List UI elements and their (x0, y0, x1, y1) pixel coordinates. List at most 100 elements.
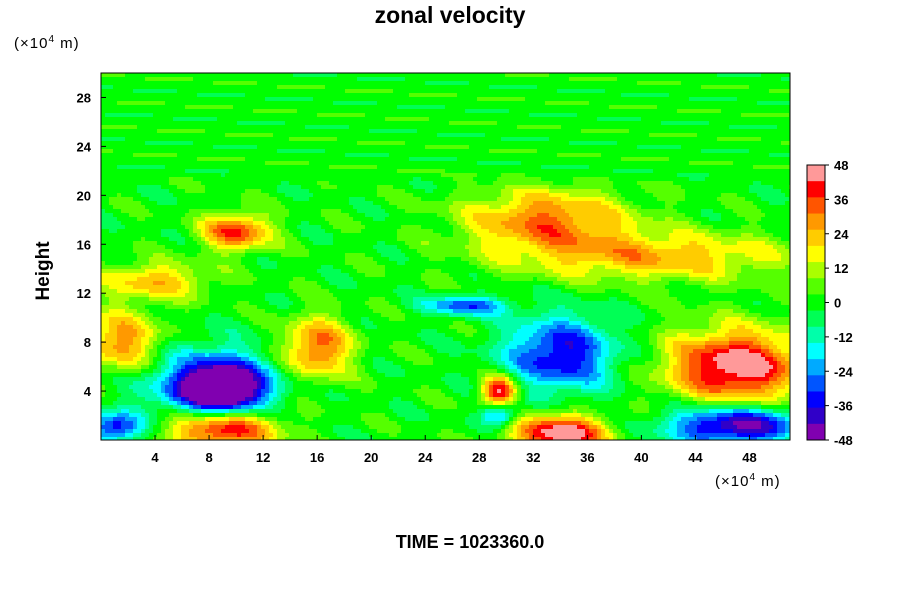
field-cell (513, 177, 518, 182)
field-cell (609, 121, 614, 126)
field-cell (485, 129, 490, 134)
field-cell (521, 101, 526, 106)
field-cell (249, 169, 254, 174)
field-cell (757, 117, 762, 122)
field-cell (113, 141, 118, 146)
field-cell (577, 89, 582, 94)
field-cell (629, 149, 634, 154)
field-cell (169, 113, 174, 118)
field-cell (673, 185, 678, 190)
field-cell (593, 149, 598, 154)
field-cell (449, 113, 454, 118)
field-cell (273, 85, 278, 90)
field-cell (345, 117, 350, 122)
field-cell (185, 153, 190, 158)
field-cell (313, 157, 318, 162)
field-cell (769, 77, 774, 82)
field-cell (597, 85, 602, 90)
field-cell (581, 97, 586, 102)
field-cell (145, 101, 150, 106)
field-cell (329, 165, 334, 170)
field-cell (589, 105, 594, 110)
field-cell (645, 105, 650, 110)
field-cell (193, 77, 198, 82)
field-cell (581, 109, 586, 114)
field-cell (393, 85, 398, 90)
field-cell (401, 161, 406, 166)
field-cell (557, 73, 562, 78)
field-cell (409, 109, 414, 114)
field-cell (185, 97, 190, 102)
field-cell (301, 93, 306, 98)
field-cell (741, 133, 746, 138)
field-cell (729, 145, 734, 150)
field-cell (417, 117, 422, 122)
field-cell (349, 157, 354, 162)
field-cell (253, 77, 258, 82)
field-cell (289, 177, 294, 182)
field-cell (481, 77, 486, 82)
field-cell (125, 77, 130, 82)
field-cell (293, 137, 298, 142)
field-cell (217, 173, 222, 178)
field-cell (501, 157, 506, 162)
field-cell (437, 129, 442, 134)
field-cell (453, 81, 458, 86)
field-cell (241, 161, 246, 166)
field-cell (305, 161, 310, 166)
field-cell (397, 81, 402, 86)
field-cell (369, 101, 374, 106)
field-cell (217, 93, 222, 98)
field-cell (689, 157, 694, 162)
field-cell (245, 97, 250, 102)
field-cell (729, 81, 734, 86)
field-cell (345, 93, 350, 98)
field-cell (569, 105, 574, 110)
field-cell (257, 81, 262, 86)
field-cell (649, 165, 654, 170)
field-cell (329, 121, 334, 126)
field-cell (173, 129, 178, 134)
field-cell (209, 129, 214, 134)
field-cell (185, 137, 190, 142)
field-cell (653, 129, 658, 134)
field-cell (181, 153, 186, 158)
field-cell (473, 173, 478, 178)
field-cell (229, 109, 234, 114)
field-cell (469, 93, 474, 98)
field-cell (169, 101, 174, 106)
field-cell (297, 145, 302, 150)
field-cell (701, 149, 706, 154)
field-cell (145, 113, 150, 118)
field-cell (549, 169, 554, 174)
field-cell (429, 113, 434, 118)
field-cell (233, 117, 238, 122)
field-cell (617, 165, 622, 170)
field-cell (145, 89, 150, 94)
field-cell (121, 145, 126, 150)
field-cell (241, 157, 246, 162)
field-cell (645, 93, 650, 98)
field-cell (593, 177, 598, 182)
field-cell (557, 109, 562, 114)
field-cell (365, 157, 370, 162)
field-cell (241, 137, 246, 142)
field-cell (645, 121, 650, 126)
field-cell (577, 121, 582, 126)
field-cell (525, 113, 530, 118)
field-cell (333, 133, 338, 138)
field-cell (749, 173, 754, 178)
field-cell (149, 85, 154, 90)
field-cell (229, 173, 234, 178)
field-cell (173, 121, 178, 126)
field-cell (357, 137, 362, 142)
field-cell (221, 117, 226, 122)
field-cell (457, 181, 462, 186)
field-cell (677, 109, 682, 114)
field-cell (749, 77, 754, 82)
field-cell (477, 109, 482, 114)
field-cell (405, 149, 410, 154)
field-cell (661, 153, 666, 158)
field-cell (565, 117, 570, 122)
field-cell (485, 125, 490, 130)
